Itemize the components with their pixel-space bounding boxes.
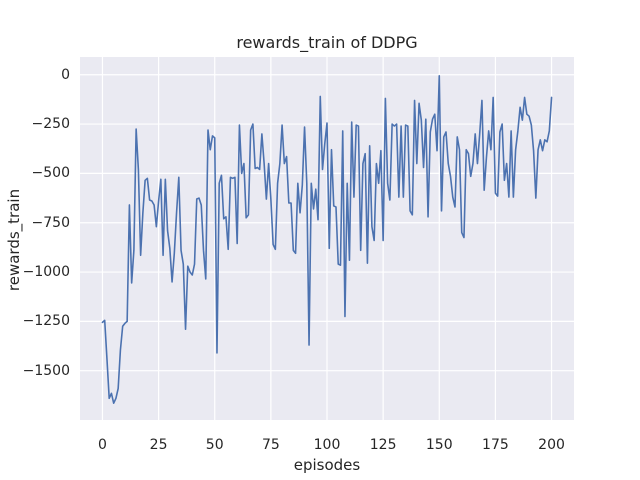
x-tick-label: 0 [97, 437, 107, 453]
reward-curve [101, 74, 553, 405]
x-axis-label: episodes [293, 456, 361, 474]
y-tick-label: −1000 [22, 264, 70, 281]
y-tick-label: −1500 [22, 362, 70, 379]
plot-area [80, 57, 574, 420]
y-tick-label: −250 [31, 116, 70, 133]
x-tick-label: 75 [261, 437, 280, 453]
plot-canvas [80, 57, 574, 420]
y-tick-label: −500 [31, 165, 70, 182]
x-tick-label: 125 [369, 437, 397, 453]
gridlines [80, 57, 574, 420]
y-tick-label: 0 [61, 66, 70, 83]
x-tick-label: 50 [205, 437, 224, 453]
x-tick-label: 200 [538, 437, 565, 453]
data-line-layer [101, 74, 553, 405]
chart-title: rewards_train of DDPG [236, 33, 418, 52]
y-tick-label: −750 [31, 214, 70, 231]
y-tick-label: −1250 [22, 313, 70, 330]
x-tick-label: 150 [425, 437, 453, 453]
x-tick-label: 25 [149, 437, 168, 453]
x-tick-label: 100 [313, 437, 341, 453]
x-tick-label: 175 [482, 437, 509, 453]
